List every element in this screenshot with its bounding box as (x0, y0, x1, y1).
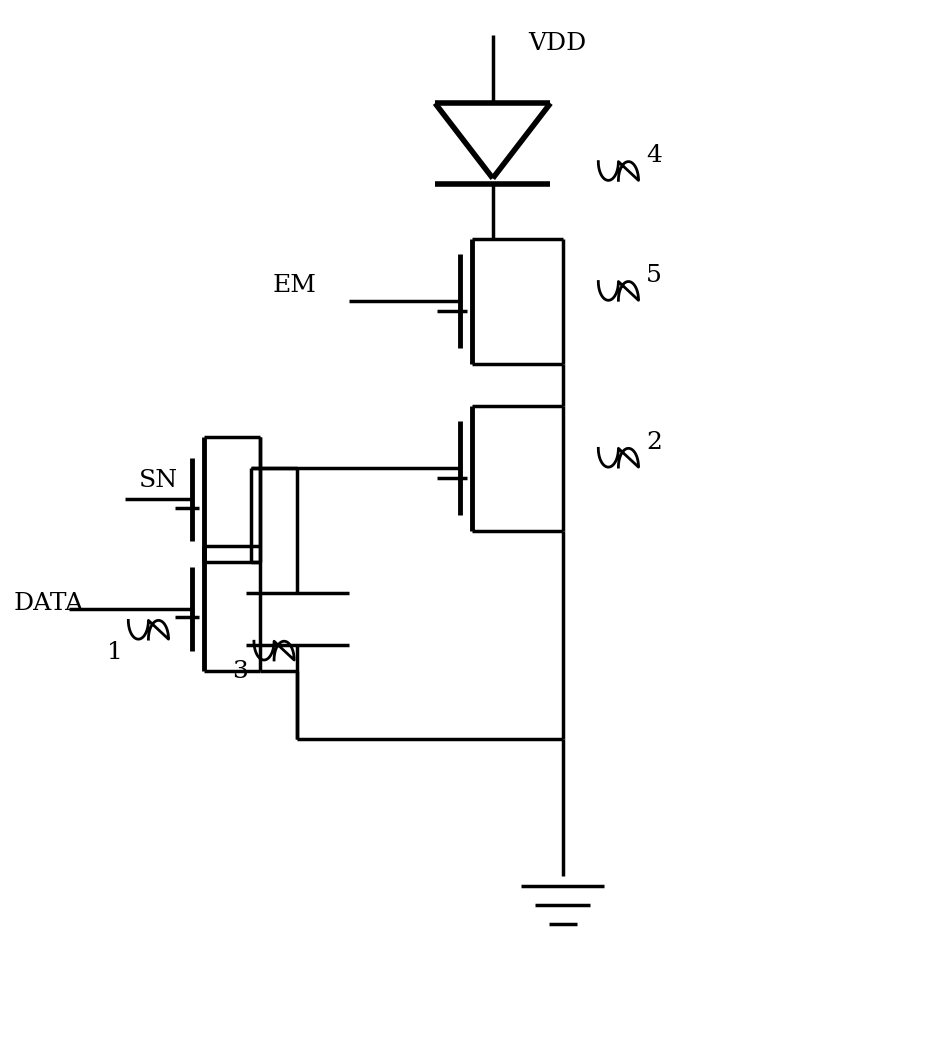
Text: EM: EM (272, 274, 316, 297)
Text: DATA: DATA (13, 592, 84, 615)
Text: SN: SN (139, 469, 178, 492)
Text: VDD: VDD (528, 33, 586, 56)
Text: 2: 2 (646, 431, 662, 454)
Text: 5: 5 (646, 264, 662, 287)
Text: 3: 3 (232, 660, 248, 683)
Text: 1: 1 (106, 641, 122, 664)
Text: 4: 4 (646, 144, 662, 167)
